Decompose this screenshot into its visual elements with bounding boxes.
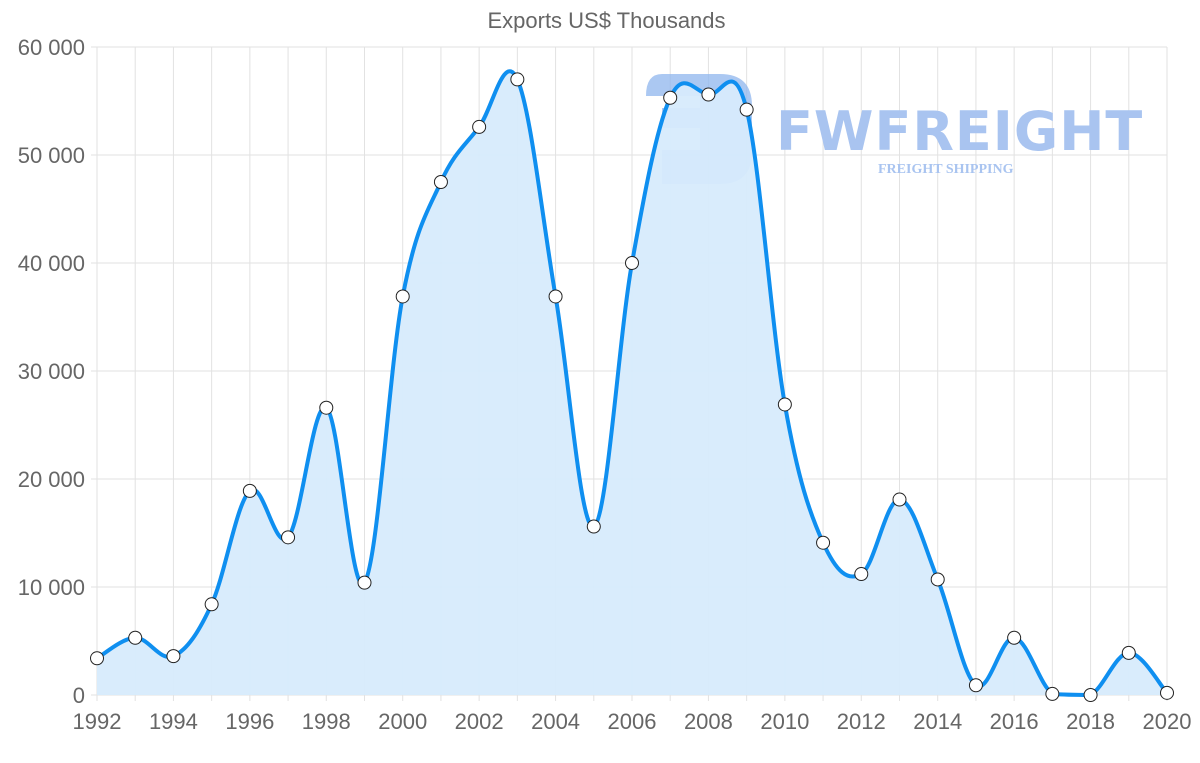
data-point-1996[interactable] [242,483,257,498]
data-point-2018[interactable] [1083,688,1098,702]
data-point-2007[interactable] [663,90,678,105]
x-tick-label: 1992 [73,709,122,734]
data-point-2000[interactable] [395,289,410,304]
data-point-2004[interactable] [548,289,563,304]
data-point-1995[interactable] [204,597,219,612]
data-point-2010[interactable] [777,397,792,412]
y-tick-label: 10 000 [18,575,85,600]
x-tick-label: 2002 [455,709,504,734]
chart-title: Exports US$ Thousands [487,8,726,33]
x-tick-label: 2020 [1143,709,1192,734]
data-point-2020[interactable] [1160,685,1174,700]
data-point-2001[interactable] [433,175,448,189]
data-point-2016[interactable] [1007,630,1022,645]
x-tick-label: 2018 [1066,709,1115,734]
watermark-brand: FWFREIGHT [776,100,1143,163]
x-tick-label: 2012 [837,709,886,734]
data-point-1997[interactable] [281,530,296,545]
y-tick-label: 30 000 [18,359,85,384]
watermark-tagline: FREIGHT SHIPPING [878,162,1014,177]
area-fill [97,71,1167,695]
data-point-1992[interactable] [90,651,104,666]
data-points [90,72,1174,702]
data-point-2014[interactable] [930,572,945,587]
y-tick-label: 50 000 [18,143,85,168]
x-axis-ticks: 1992 1994 1996 1998 2000 2002 2004 2006 2008 2010… [73,709,1192,734]
x-tick-label: 1998 [302,709,351,734]
data-point-2003[interactable] [510,72,525,87]
x-tick-label: 2010 [760,709,809,734]
data-point-1994[interactable] [166,649,181,664]
y-tick-label: 60 000 [18,35,85,60]
x-tick-label: 1994 [149,709,198,734]
data-point-2002[interactable] [472,119,487,134]
y-tick-label: 20 000 [18,467,85,492]
data-point-2008[interactable] [701,87,716,102]
data-point-2019[interactable] [1121,645,1136,660]
data-point-2013[interactable] [892,492,907,507]
x-tick-label: 2000 [378,709,427,734]
y-tick-label: 0 [73,683,85,708]
x-tick-label: 1996 [225,709,274,734]
data-point-2017[interactable] [1045,686,1060,701]
data-point-1993[interactable] [128,630,143,645]
data-point-2015[interactable] [968,678,983,693]
data-point-1999[interactable] [357,575,372,590]
data-point-2009[interactable] [739,102,754,117]
y-axis-ticks: 0 10 000 20 000 30 000 40 000 50 000 60 000 [18,35,85,708]
data-point-1998[interactable] [319,400,334,415]
y-tick-label: 40 000 [18,251,85,276]
data-point-2005[interactable] [586,519,601,534]
x-tick-label: 2014 [913,709,962,734]
x-tick-label: 2006 [608,709,657,734]
x-tick-label: 2016 [990,709,1039,734]
data-point-2006[interactable] [625,256,639,270]
x-tick-label: 2004 [531,709,580,734]
data-point-2011[interactable] [816,535,831,550]
x-tick-label: 2008 [684,709,733,734]
data-point-2012[interactable] [854,567,869,582]
data-line [95,69,1169,697]
